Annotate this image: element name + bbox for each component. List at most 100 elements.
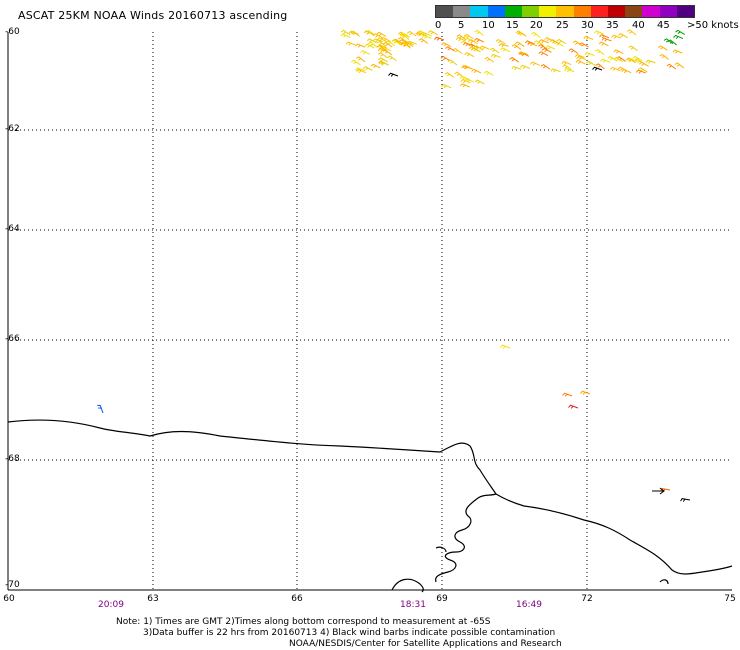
y-label-70: -70 bbox=[5, 580, 20, 590]
note-line-1: Note: 1) Times are GMT 2)Times along bot… bbox=[116, 617, 491, 627]
wind-barb bbox=[576, 55, 587, 61]
colorbar-swatch bbox=[659, 6, 677, 17]
wind-barb bbox=[355, 43, 366, 48]
time-label-1649: 16:49 bbox=[516, 600, 542, 610]
wind-barb bbox=[586, 60, 596, 67]
wind-barb bbox=[500, 47, 511, 53]
note-line-2: 3)Data buffer is 22 hrs from 20160713 4)… bbox=[143, 628, 556, 638]
antarctic-coastline bbox=[7, 419, 733, 593]
wind-barb bbox=[474, 29, 484, 36]
grid-lines bbox=[8, 32, 732, 590]
wind-barb bbox=[370, 63, 381, 69]
wind-barb bbox=[461, 65, 472, 70]
wind-barb bbox=[618, 32, 628, 39]
wind-barb bbox=[376, 31, 387, 37]
colorbar-swatch bbox=[539, 6, 557, 17]
wind-barb bbox=[635, 69, 646, 74]
colorbar-swatch bbox=[504, 6, 523, 17]
wind-barb bbox=[627, 57, 638, 63]
wind-barb bbox=[483, 70, 494, 76]
wind-barb bbox=[666, 63, 677, 70]
wind-barb bbox=[365, 29, 376, 36]
colorbar-swatch bbox=[590, 6, 609, 17]
wind-barb bbox=[645, 59, 656, 64]
wind-barb bbox=[441, 42, 452, 47]
x-label-72: 72 bbox=[581, 594, 593, 604]
colorbar-swatch bbox=[522, 6, 540, 17]
wind-barb bbox=[473, 45, 484, 51]
wind-barb bbox=[625, 57, 636, 63]
wind-barb bbox=[460, 40, 471, 47]
wind-barb bbox=[464, 52, 475, 58]
wind-barb bbox=[387, 55, 397, 62]
x-label-75: 75 bbox=[724, 594, 736, 604]
y-label-62: -62 bbox=[5, 124, 20, 134]
wind-barb bbox=[673, 34, 684, 40]
wind-barb bbox=[657, 45, 668, 51]
x-label-63: 63 bbox=[147, 594, 159, 604]
wind-barb bbox=[362, 66, 373, 71]
colorbar-label: 40 bbox=[632, 20, 645, 31]
wind-barb bbox=[621, 68, 632, 74]
wind-barb bbox=[444, 72, 455, 78]
wind-barb bbox=[509, 56, 519, 63]
colorbar-swatch bbox=[676, 6, 695, 17]
wind-barb bbox=[545, 45, 556, 50]
wind-barb bbox=[368, 41, 378, 48]
wind-barb bbox=[391, 39, 401, 46]
wind-barb bbox=[400, 33, 410, 41]
wind-barb bbox=[355, 67, 366, 72]
colorbar-swatch bbox=[625, 6, 643, 17]
wind-barb bbox=[639, 61, 649, 67]
wind-barb bbox=[447, 59, 458, 66]
wind-barb bbox=[550, 68, 561, 73]
wind-barb bbox=[541, 47, 552, 53]
wind-barb bbox=[484, 56, 495, 63]
colorbar-label: 30 bbox=[581, 20, 594, 31]
wind-barb bbox=[561, 60, 572, 66]
colorbar-label: >50 knots bbox=[687, 20, 739, 31]
wind-barb bbox=[434, 36, 445, 41]
wind-barb bbox=[372, 38, 383, 43]
wind-barb bbox=[599, 34, 610, 39]
wind-speed-colorbar bbox=[435, 5, 695, 18]
wind-barb bbox=[441, 83, 452, 89]
wind-barb bbox=[613, 49, 624, 55]
wind-barb bbox=[595, 63, 605, 70]
y-label-68: -68 bbox=[5, 454, 20, 464]
wind-barb bbox=[378, 61, 389, 66]
wind-barb bbox=[583, 35, 594, 41]
wind-barb bbox=[556, 38, 567, 45]
wind-barb bbox=[549, 39, 560, 45]
wind-barb bbox=[468, 46, 479, 52]
wind-barb bbox=[584, 51, 595, 57]
time-label-1831: 18:31 bbox=[400, 600, 426, 610]
wind-barb bbox=[575, 59, 586, 65]
wind-barb bbox=[445, 46, 455, 52]
wind-barb bbox=[490, 53, 501, 59]
wind-barb bbox=[462, 42, 473, 47]
y-label-60: -60 bbox=[5, 27, 20, 37]
wind-barb bbox=[360, 50, 371, 55]
wind-barb bbox=[674, 62, 685, 69]
wind-barb bbox=[663, 38, 674, 45]
wind-barb bbox=[500, 344, 511, 349]
wind-barb bbox=[538, 39, 549, 44]
wind-barb bbox=[456, 34, 467, 41]
colorbar-label: 15 bbox=[506, 20, 519, 31]
wind-barb bbox=[363, 30, 374, 36]
wind-barb bbox=[626, 29, 637, 36]
wind-barb bbox=[600, 58, 611, 63]
wind-barb bbox=[417, 30, 428, 35]
note-line-3: NOAA/NESDIS/Center for Satellite Applica… bbox=[289, 639, 562, 649]
wind-barb bbox=[345, 41, 356, 46]
wind-barb bbox=[515, 30, 526, 36]
wind-barb bbox=[418, 38, 429, 44]
wind-barb bbox=[440, 55, 451, 62]
wind-barb bbox=[592, 66, 603, 71]
wind-barb bbox=[594, 30, 605, 35]
wind-barb bbox=[672, 49, 683, 54]
wind-barb bbox=[452, 48, 463, 54]
wind-barb bbox=[479, 45, 490, 50]
